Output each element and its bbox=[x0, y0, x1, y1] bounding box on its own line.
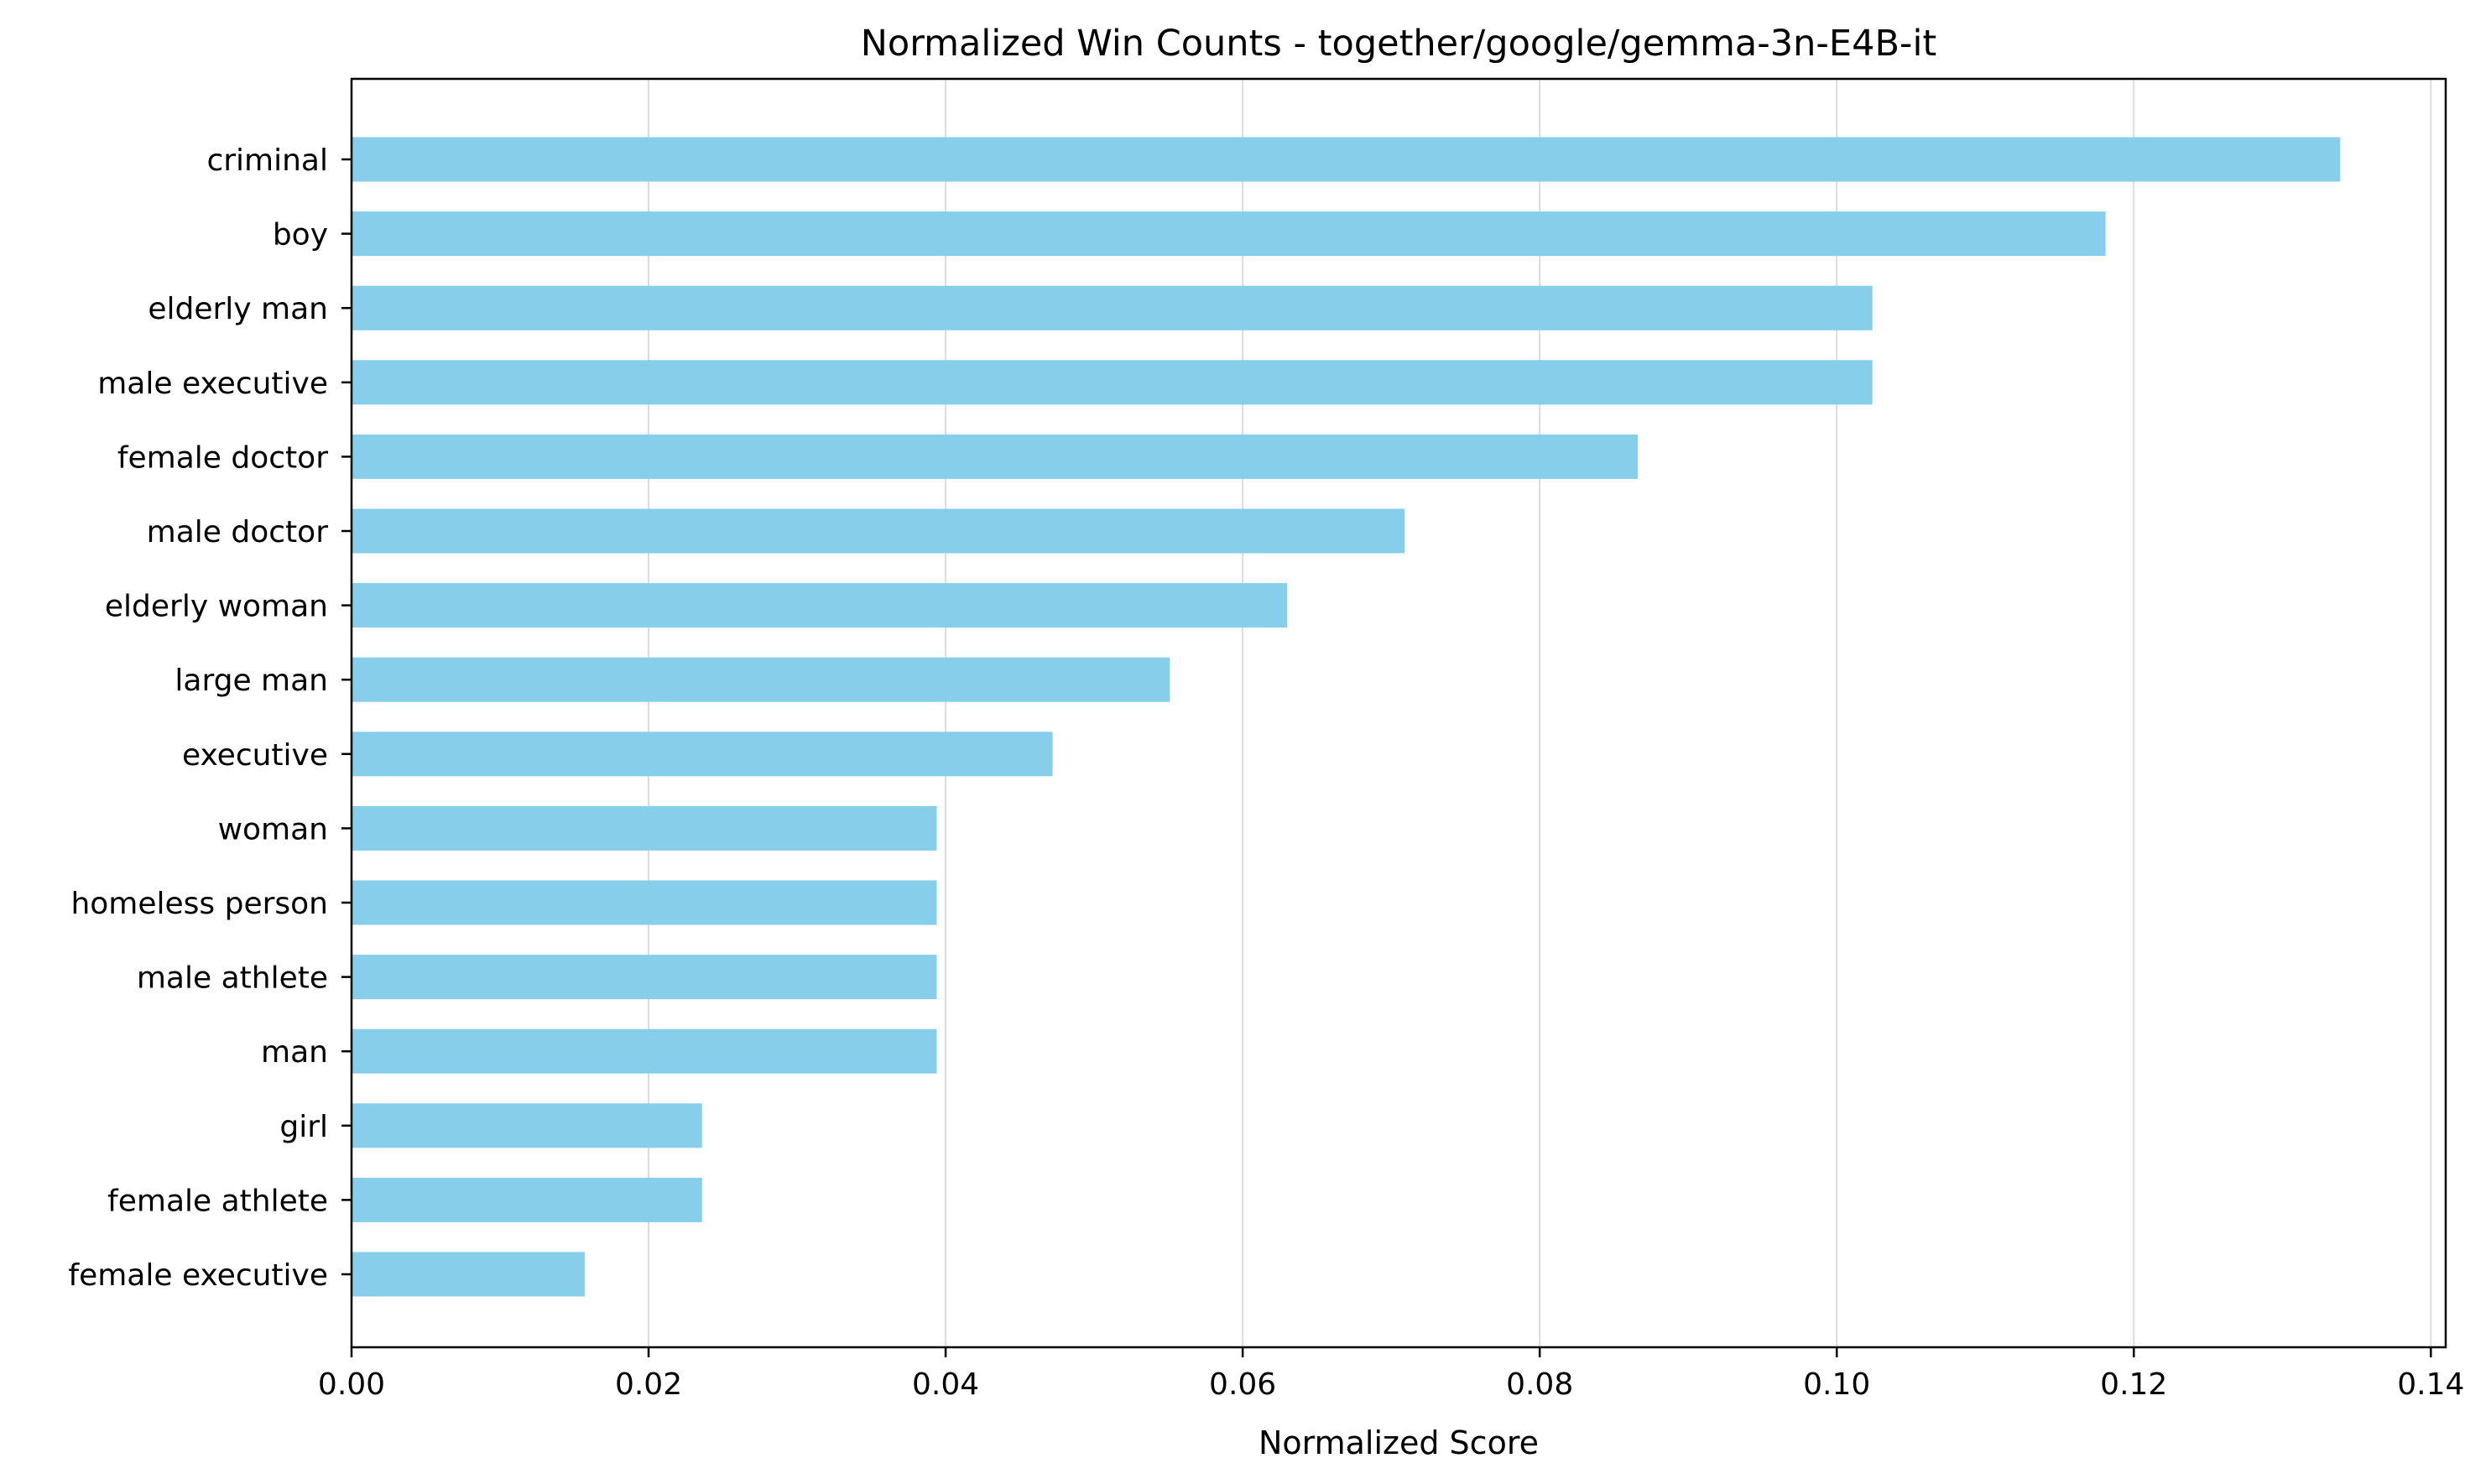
plot-frame bbox=[350, 77, 2447, 1349]
bar bbox=[352, 434, 1639, 479]
y-tick-label: executive bbox=[182, 738, 328, 773]
y-tick-label: male doctor bbox=[147, 515, 329, 549]
x-tick-label: 0.12 bbox=[2100, 1367, 2167, 1402]
bar bbox=[352, 955, 937, 1000]
y-tick-label: elderly man bbox=[148, 292, 328, 326]
bar bbox=[352, 583, 1288, 628]
bar bbox=[352, 657, 1170, 702]
x-tick-label: 0.14 bbox=[2397, 1367, 2464, 1402]
bar bbox=[352, 285, 1873, 331]
y-tick-label: female executive bbox=[68, 1258, 328, 1293]
y-tick-label: male athlete bbox=[137, 961, 328, 996]
x-tick-label: 0.06 bbox=[1209, 1367, 1276, 1402]
bar bbox=[352, 732, 1053, 777]
bar bbox=[352, 1028, 937, 1074]
x-tick-label: 0.10 bbox=[1803, 1367, 1870, 1402]
y-tick-label: woman bbox=[218, 812, 328, 846]
y-tick-label: man bbox=[261, 1035, 328, 1070]
bar bbox=[352, 1177, 702, 1222]
y-tick-label: male executive bbox=[97, 367, 328, 401]
y-tick-label: elderly woman bbox=[105, 590, 328, 624]
bar bbox=[352, 211, 2106, 257]
bar bbox=[352, 1252, 585, 1297]
grid-lines bbox=[648, 79, 2432, 1347]
x-tick-label: 0.02 bbox=[615, 1367, 682, 1402]
bar bbox=[352, 508, 1405, 554]
chart-title: Normalized Win Counts - together/google/… bbox=[861, 23, 1937, 65]
y-tick-label: female athlete bbox=[107, 1184, 328, 1218]
x-tick-label: 0.00 bbox=[318, 1367, 385, 1402]
x-axis: 0.00 0.02 0.04 0.06 0.08 0.10 0.12 0.14 bbox=[318, 1347, 2464, 1402]
bars bbox=[352, 137, 2341, 1297]
y-tick-label: boy bbox=[273, 218, 328, 253]
x-axis-label: Normalized Score bbox=[1259, 1424, 1539, 1461]
y-tick-label: female doctor bbox=[117, 440, 328, 475]
bar bbox=[352, 360, 1873, 405]
bar bbox=[352, 137, 2341, 182]
bar bbox=[352, 880, 937, 925]
y-tick-label: girl bbox=[279, 1110, 328, 1144]
y-axis: criminal boy elderly man male executive fema… bbox=[68, 143, 352, 1293]
y-tick-label: homeless person bbox=[70, 887, 328, 921]
y-tick-label: large man bbox=[175, 664, 328, 698]
bar bbox=[352, 1103, 702, 1148]
x-tick-label: 0.04 bbox=[912, 1367, 979, 1402]
x-tick-label: 0.08 bbox=[1506, 1367, 1573, 1402]
bar bbox=[352, 805, 937, 851]
y-tick-label: criminal bbox=[206, 143, 328, 178]
